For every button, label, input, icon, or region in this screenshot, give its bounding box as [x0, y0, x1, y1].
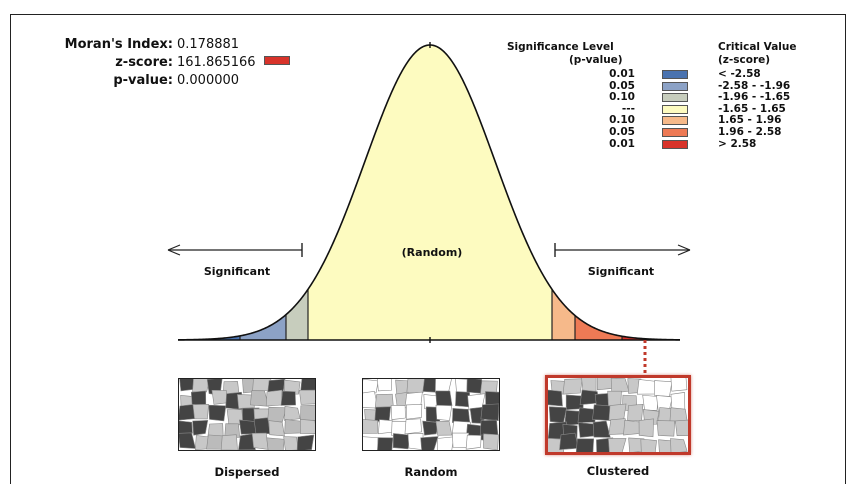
- significance-level-header: Significance Level: [507, 41, 614, 53]
- legend-swatch: [662, 116, 688, 126]
- legend-p-value: 0.01: [609, 137, 635, 150]
- legend-p-value: 0.05: [609, 126, 635, 138]
- significant-left-label: Significant: [204, 265, 270, 278]
- significant-right-label: Significant: [588, 265, 654, 278]
- map-polygons: [363, 379, 499, 450]
- morans-index-value: 0.178881: [177, 37, 240, 52]
- map-clustered: [545, 375, 691, 455]
- map-caption-dispersed: Dispersed: [214, 465, 280, 479]
- region-1-65-1-96: [552, 289, 575, 340]
- p-value-label: p-value:: [113, 73, 173, 88]
- map-caption-clustered: Clustered: [586, 464, 650, 478]
- region-1-96-2-58: [575, 315, 622, 340]
- region-gt-2-58: [622, 336, 680, 340]
- legend-p-value: 0.05: [609, 79, 635, 92]
- p-value-value: 0.000000: [177, 73, 240, 88]
- critical-value-header: Critical Value: [718, 41, 797, 53]
- region-1-96-1-65: [286, 289, 308, 340]
- legend-p-value: 0.10: [609, 91, 635, 104]
- map-polygons: [179, 379, 315, 450]
- z-score-swatch: [263, 56, 290, 65]
- map-random: [362, 378, 500, 451]
- z-score-value: 161.865166: [177, 55, 256, 70]
- region-random: [308, 45, 552, 340]
- legend-swatch: [662, 104, 688, 114]
- legend-critical-value: -1.96 - -1.65: [718, 91, 791, 104]
- legend-critical-value: > 2.58: [718, 137, 757, 150]
- legend-swatch: [662, 70, 688, 79]
- morans-index-label: Moran's Index:: [64, 37, 173, 52]
- left-arrow-head: [167, 244, 181, 256]
- legend-swatch: [662, 128, 688, 137]
- legend-critical-value: -1.65 - 1.65: [718, 102, 786, 115]
- z-score-header: (z-score): [718, 54, 771, 66]
- legend-p-value: 0.01: [609, 68, 635, 80]
- z-score-label: z-score:: [115, 55, 173, 70]
- curve-outline: [177, 44, 681, 341]
- legend-p-value: ---: [621, 102, 635, 115]
- legend-critical-value: -2.58 - -1.96: [718, 79, 791, 92]
- report-frame: [10, 14, 846, 484]
- right-arrow-head: [677, 244, 691, 256]
- legend-swatch: [662, 81, 688, 91]
- region-2-58-1-96: [240, 314, 286, 340]
- p-value-header: (p-value): [569, 54, 623, 66]
- legend-swatch: [662, 93, 688, 103]
- legend-p-value: 0.10: [609, 114, 635, 127]
- map-caption-random: Random: [404, 465, 458, 479]
- random-label: (Random): [402, 246, 463, 259]
- legend-critical-value: < -2.58: [718, 68, 761, 80]
- map-polygons: [548, 378, 688, 452]
- legend-critical-value: 1.96 - 2.58: [718, 126, 782, 138]
- region-lt-2-58: [178, 335, 240, 340]
- legend-critical-value: 1.65 - 1.96: [718, 114, 782, 127]
- map-dispersed: [178, 378, 316, 451]
- legend-swatch: [662, 139, 688, 149]
